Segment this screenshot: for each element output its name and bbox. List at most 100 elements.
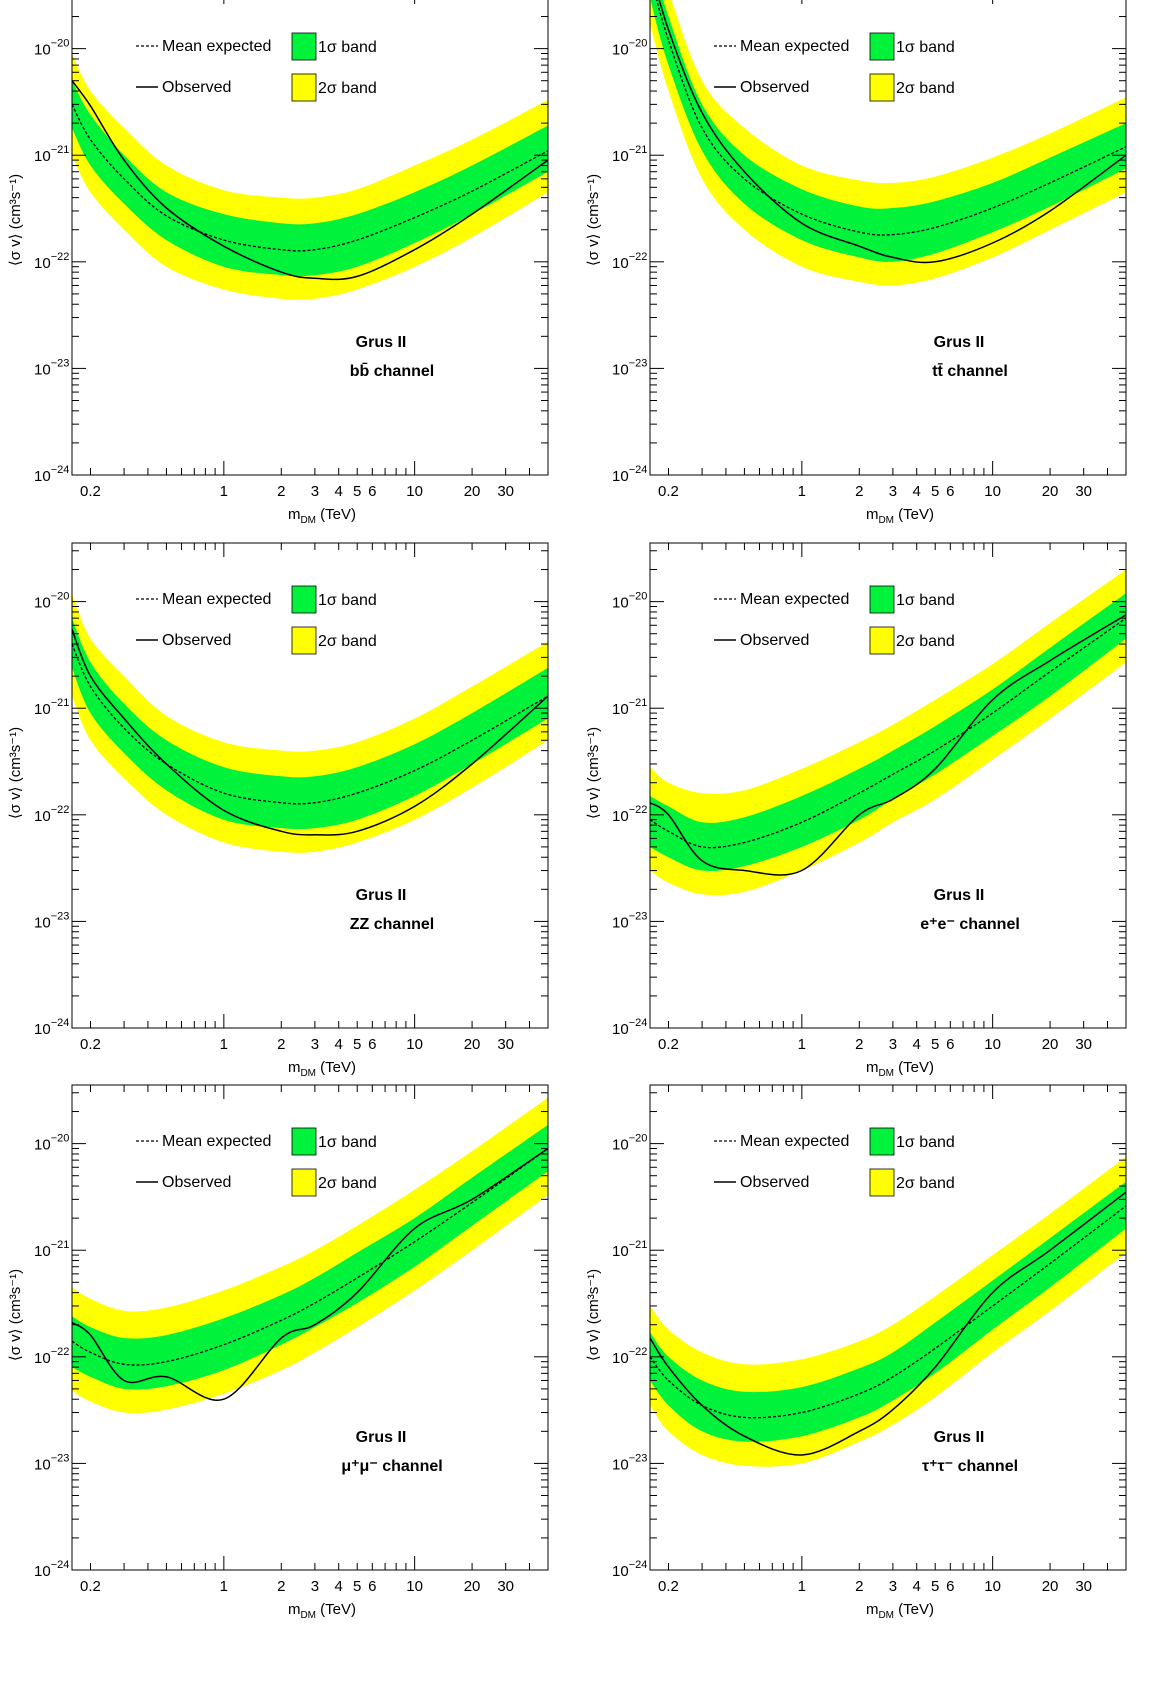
y-tick-exponent: −20 [51, 1133, 70, 1145]
legend-observed-label: Observed [740, 1174, 809, 1191]
y-tick-exponent: −24 [51, 1559, 70, 1571]
x-axis-title-main: m [866, 1059, 879, 1076]
y-tick-label: 10−21 [612, 697, 647, 718]
x-axis-title-main: m [288, 506, 301, 523]
target-label: Grus II [934, 1429, 985, 1446]
x-tick-label: 0.2 [80, 483, 101, 500]
legend-expected-label: Mean expected [740, 591, 849, 608]
x-axis-title: mDM (TeV) [866, 1601, 934, 1621]
x-tick-label: 6 [946, 483, 954, 500]
y-axis-title: ⟨σ v⟩ (cm³s⁻¹) [585, 1269, 602, 1361]
x-tick-label: 10 [984, 483, 1001, 500]
legend-band2-swatch [291, 1168, 317, 1197]
plot-area [72, 53, 548, 300]
x-tick-label: 2 [855, 483, 863, 500]
plot-area [72, 1097, 548, 1414]
x-tick-label: 3 [889, 1578, 897, 1595]
x-tick-label: 10 [406, 483, 423, 500]
mean-expected-line [650, 617, 1126, 849]
x-axis-title-unit: (TeV) [316, 1059, 356, 1076]
x-tick-label: 6 [368, 483, 376, 500]
y-tick-exponent: −23 [629, 1452, 648, 1464]
plot-area [650, 569, 1126, 896]
x-axis-title-unit: (TeV) [316, 1601, 356, 1618]
plot-frame [649, 1084, 1127, 1571]
legend-expected-label: Mean expected [162, 1133, 271, 1150]
plot-frame [649, 542, 1127, 1029]
y-tick-exponent: −20 [629, 38, 648, 50]
x-tick-label: 2 [277, 1036, 285, 1053]
legend-observed-label: Observed [740, 79, 809, 96]
legend-expected-label: Mean expected [162, 591, 271, 608]
y-tick-label: 10−23 [34, 357, 69, 378]
y-tick-exponent: −22 [51, 1346, 70, 1358]
x-tick-label: 0.2 [658, 1036, 679, 1053]
y-tick-label: 10−24 [612, 464, 647, 485]
y-tick-label: 10−21 [34, 697, 69, 718]
y-tick-exponent: −22 [629, 251, 648, 263]
x-tick-label: 1 [798, 1578, 806, 1595]
y-tick-label: 10−22 [34, 251, 69, 272]
panel-4: 10−24 10−23 10−22 10−21 10−20 0.2 1 2 3 4 5 6 10 20 30… [585, 542, 1127, 1079]
x-axis-title: mDM (TeV) [288, 1059, 356, 1079]
x-tick-label: 6 [946, 1036, 954, 1053]
x-tick-label: 30 [1075, 1578, 1092, 1595]
x-tick-label: 20 [464, 483, 481, 500]
x-tick-label: 3 [311, 1578, 319, 1595]
mean-expected-line [72, 1147, 548, 1366]
x-axis-title-main: m [288, 1601, 301, 1618]
y-tick-label: 10−22 [34, 804, 69, 825]
legend-band1-label: 1σ band [896, 592, 955, 609]
legend-observed-label: Observed [740, 632, 809, 649]
y-tick-label: 10−24 [34, 1017, 69, 1038]
x-tick-label: 4 [913, 1036, 921, 1053]
plot-frame [71, 0, 549, 476]
mean-expected-line [72, 104, 548, 252]
x-tick-label: 20 [464, 1578, 481, 1595]
x-tick-label: 10 [406, 1578, 423, 1595]
y-tick-exponent: −23 [51, 910, 70, 922]
observed-line [72, 80, 548, 281]
x-axis-title: mDM (TeV) [288, 506, 356, 526]
x-tick-label: 3 [889, 483, 897, 500]
x-tick-label: 20 [1042, 1036, 1059, 1053]
legend-band1-swatch [869, 32, 895, 61]
x-tick-label: 5 [931, 483, 939, 500]
y-tick-label: 10−20 [612, 591, 647, 612]
x-tick-label: 5 [353, 1036, 361, 1053]
legend-band2-swatch [291, 626, 317, 655]
y-tick-exponent: −22 [51, 251, 70, 263]
target-label: Grus II [934, 887, 985, 904]
x-tick-label: 6 [946, 1578, 954, 1595]
y-tick-exponent: −21 [629, 1239, 648, 1251]
band-2sigma [650, 1156, 1126, 1467]
legend-band1-label: 1σ band [318, 39, 377, 56]
y-tick-exponent: −24 [629, 1017, 648, 1029]
y-tick-exponent: −22 [629, 804, 648, 816]
y-axis-title: ⟨σ v⟩ (cm³s⁻¹) [585, 174, 602, 266]
legend: Mean expected Observed 1σ band 2σ band [714, 32, 955, 102]
legend-observed-label: Observed [162, 1174, 231, 1191]
y-tick-label: 10−24 [34, 464, 69, 485]
plot-frame [649, 0, 1127, 476]
y-tick-label: 10−23 [612, 910, 647, 931]
x-axis-title-sub: DM [300, 1610, 316, 1621]
legend: Mean expected Observed 1σ band 2σ band [714, 1127, 955, 1197]
x-tick-label: 4 [335, 1036, 343, 1053]
x-tick-label: 20 [1042, 483, 1059, 500]
y-tick-label: 10−22 [612, 251, 647, 272]
y-tick-label: 10−23 [612, 357, 647, 378]
y-tick-label: 10−20 [612, 1133, 647, 1154]
panel-2: 10−24 10−23 10−22 10−21 10−20 0.2 1 2 3 4 5 6 10 20 30… [585, 0, 1127, 526]
x-tick-label: 6 [368, 1578, 376, 1595]
observed-line [72, 629, 548, 836]
legend-band2-label: 2σ band [318, 1175, 377, 1192]
x-axis-title: mDM (TeV) [866, 506, 934, 526]
y-tick-label: 10−23 [34, 1452, 69, 1473]
target-label: Grus II [356, 887, 407, 904]
legend-band2-label: 2σ band [896, 1175, 955, 1192]
x-tick-label: 4 [913, 483, 921, 500]
channel-label: ZZ channel [350, 916, 434, 933]
plot-area [72, 593, 548, 853]
